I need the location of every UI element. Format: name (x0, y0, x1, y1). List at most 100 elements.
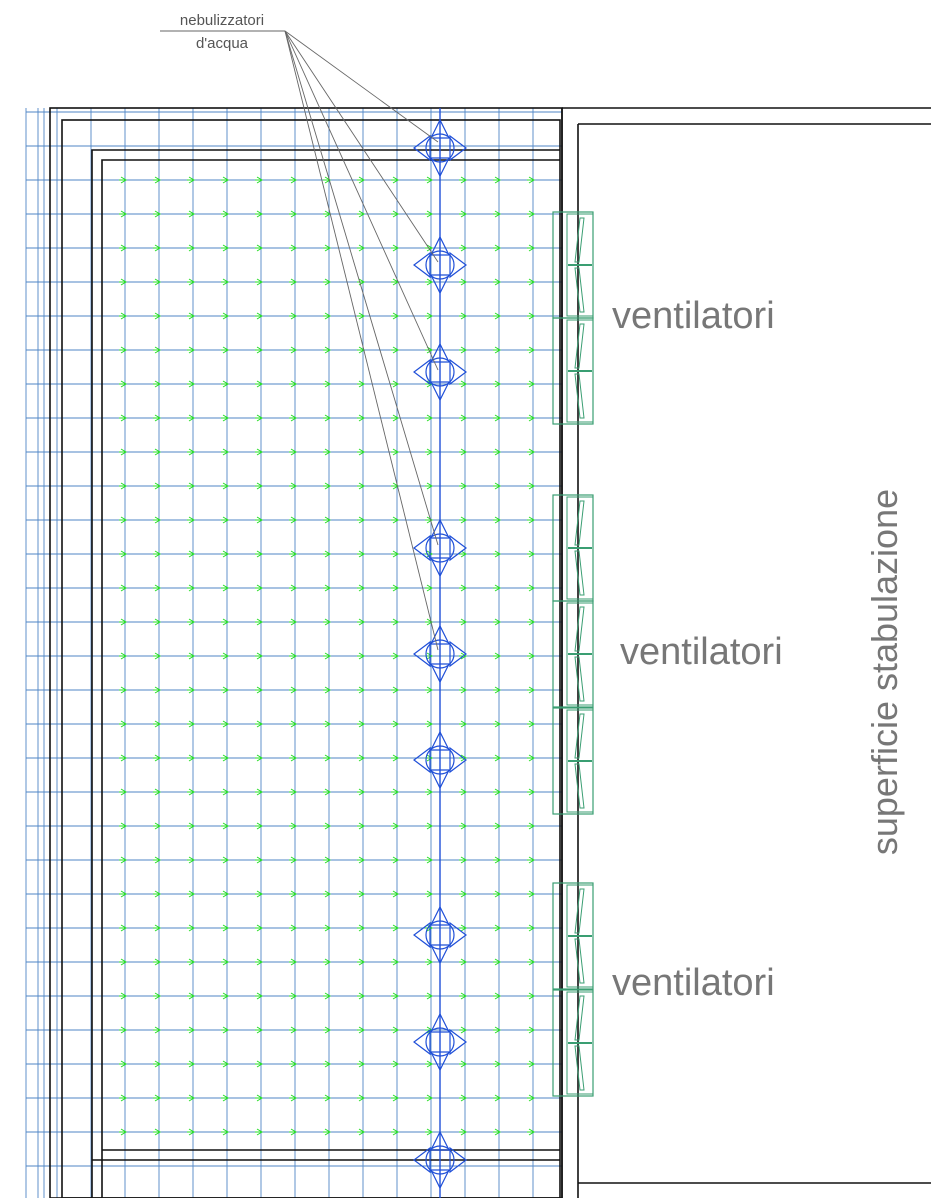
airflow-arrow-icon (357, 448, 365, 456)
airflow-arrow-icon (527, 414, 535, 422)
airflow-arrow-icon (391, 414, 399, 422)
airflow-arrow-icon (323, 448, 331, 456)
airflow-arrow-icon (459, 210, 467, 218)
inner-wall-2 (91, 149, 560, 1198)
airflow-arrow-icon (459, 618, 467, 626)
airflow-arrow-icon (527, 924, 535, 932)
airflow-arrow-icon (425, 720, 433, 728)
airflow-arrow-icon (323, 788, 331, 796)
airflow-arrow-icon (391, 924, 399, 932)
airflow-arrow-icon (221, 482, 229, 490)
leader-lines (160, 30, 439, 651)
airflow-arrow-icon (493, 550, 501, 558)
airflow-arrow-icon (391, 482, 399, 490)
airflow-arrow-icon (391, 584, 399, 592)
airflow-arrow-icon (357, 1128, 365, 1136)
airflow-arrow-icon (153, 754, 161, 762)
airflow-arrow-icon (153, 176, 161, 184)
fan-icon (552, 600, 594, 708)
airflow-arrow-icon (425, 1060, 433, 1068)
leader-line (284, 30, 439, 651)
airflow-arrow-icon (187, 380, 195, 388)
airflow-arrow-icon (459, 414, 467, 422)
area-label: superficie stabulazione (864, 489, 905, 855)
airflow-arrow-icon (527, 958, 535, 966)
airflow-arrow-icon (425, 992, 433, 1000)
airflow-arrow-icon (357, 924, 365, 932)
airflow-arrow-icon (289, 244, 297, 252)
airflow-arrow-icon (493, 516, 501, 524)
airflow-arrow-icon (357, 380, 365, 388)
airflow-arrow-icon (153, 618, 161, 626)
airflow-arrow-icon (493, 278, 501, 286)
airflow-arrow-icon (255, 652, 263, 660)
airflow-arrow-icon (323, 890, 331, 898)
airflow-arrow-icon (527, 618, 535, 626)
airflow-arrow-icon (357, 516, 365, 524)
airflow-arrow-icon (425, 278, 433, 286)
airflow-arrow-icon (187, 856, 195, 864)
airflow-arrow-icon (221, 652, 229, 660)
mister-icon (413, 1130, 467, 1190)
airflow-arrow-icon (119, 890, 127, 898)
airflow-arrow-icon (357, 1094, 365, 1102)
airflow-arrow-icon (425, 312, 433, 320)
airflow-arrow-icon (459, 856, 467, 864)
airflow-arrow-icon (255, 550, 263, 558)
airflow-arrow-icon (187, 924, 195, 932)
airflow-arrow-icon (187, 278, 195, 286)
airflow-arrow-icon (391, 788, 399, 796)
airflow-arrow-icon (323, 958, 331, 966)
airflow-arrow-icon (153, 414, 161, 422)
airflow-arrow-icon (289, 312, 297, 320)
airflow-arrow-icon (153, 1026, 161, 1034)
fan-icon (552, 882, 594, 990)
airflow-arrow-icon (459, 992, 467, 1000)
airflow-arrow-icon (221, 1026, 229, 1034)
airflow-arrow-icon (119, 278, 127, 286)
airflow-arrow-icon (119, 482, 127, 490)
airflow-arrow-icon (153, 1094, 161, 1102)
airflow-arrow-icon (153, 1128, 161, 1136)
airflow-arrow-icon (459, 1094, 467, 1102)
airflow-arrow-icon (391, 210, 399, 218)
airflow-arrow-icon (323, 618, 331, 626)
misters (413, 108, 467, 1198)
airflow-arrow-icon (119, 652, 127, 660)
airflow-arrow-icon (357, 890, 365, 898)
airflow-arrow-icon (459, 822, 467, 830)
airflow-arrow-icon (255, 822, 263, 830)
grid-lines (25, 108, 562, 1198)
airflow-arrow-icon (187, 754, 195, 762)
airflow-arrow-icon (391, 822, 399, 830)
airflow-arrow-icon (119, 1094, 127, 1102)
airflow-arrow-icon (493, 618, 501, 626)
airflow-arrow-icon (289, 448, 297, 456)
airflow-arrow-icon (323, 856, 331, 864)
airflow-arrow-icon (221, 584, 229, 592)
fan-icon (552, 317, 594, 425)
airflow-arrow-icon (459, 788, 467, 796)
airflow-arrow-icon (255, 1094, 263, 1102)
airflow-arrow-icon (493, 346, 501, 354)
airflow-arrow-icon (187, 346, 195, 354)
airflow-arrow-icon (459, 278, 467, 286)
airflow-arrow-icon (187, 992, 195, 1000)
airflow-arrow-icon (357, 176, 365, 184)
airflow-arrow-icon (391, 720, 399, 728)
airflow-arrow-icon (187, 312, 195, 320)
airflow-arrow-icon (255, 686, 263, 694)
airflow-arrow-icon (289, 788, 297, 796)
airflow-arrow-icon (323, 1060, 331, 1068)
airflow-arrow-icon (221, 244, 229, 252)
airflow-arrow-icon (527, 1094, 535, 1102)
airflow-arrow-icon (357, 958, 365, 966)
airflow-arrow-icon (289, 380, 297, 388)
airflow-arrow-icon (221, 890, 229, 898)
airflow-arrow-icon (357, 550, 365, 558)
mister-icon (413, 118, 467, 178)
airflow-arrow-icon (221, 176, 229, 184)
airflow-arrow-icon (323, 1026, 331, 1034)
airflow-arrow-icon (391, 890, 399, 898)
airflow-arrow-icon (255, 720, 263, 728)
